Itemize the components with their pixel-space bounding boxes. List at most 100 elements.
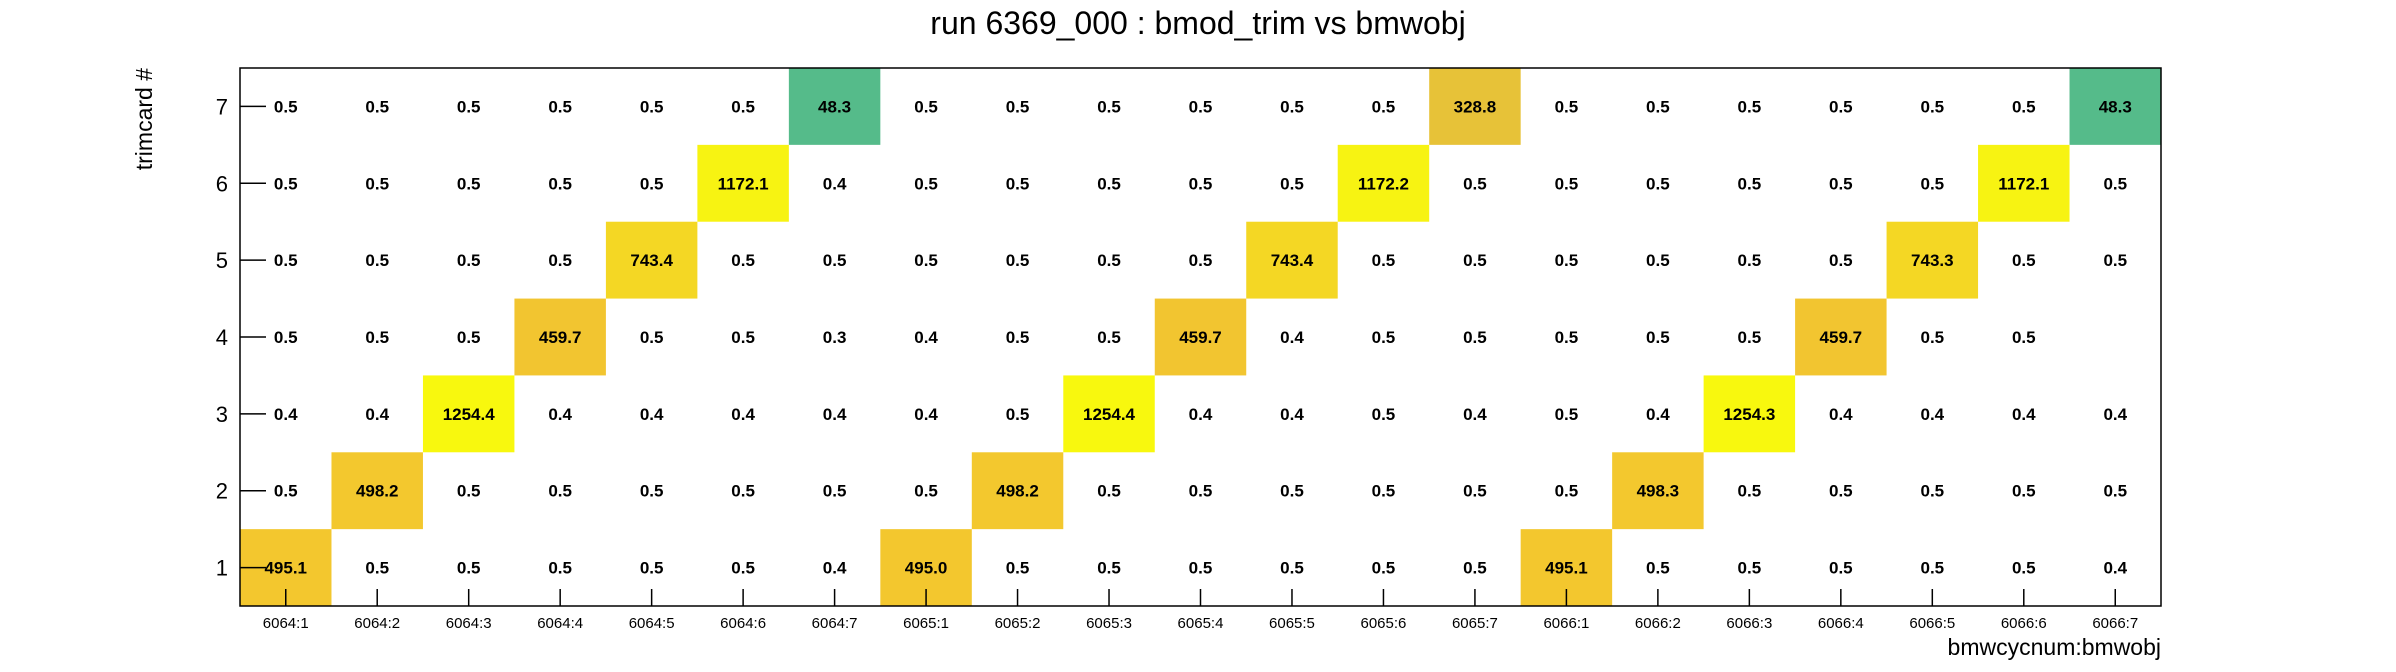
cell-value-label: 0.4 bbox=[823, 405, 847, 424]
heatmap-cell bbox=[1063, 375, 1155, 453]
cell-value-label: 0.5 bbox=[640, 328, 664, 347]
cell-value-label: 0.5 bbox=[731, 97, 755, 116]
heatmap-cell bbox=[1154, 298, 1247, 376]
y-tick-label: 2 bbox=[216, 479, 228, 504]
cell-value-label: 0.5 bbox=[1920, 97, 1944, 116]
cell-value-label: 0.4 bbox=[2012, 405, 2036, 424]
cell-value-label: 0.5 bbox=[1555, 97, 1579, 116]
heatmap-cell bbox=[1795, 298, 1887, 376]
heatmap-cell bbox=[697, 144, 789, 222]
cell-value-label: 48.3 bbox=[818, 97, 851, 116]
cell-value-label: 0.5 bbox=[1463, 174, 1487, 193]
cell-value-label: 0.5 bbox=[1372, 97, 1396, 116]
cell-value-label: 0.5 bbox=[1920, 328, 1944, 347]
y-tick-label: 3 bbox=[216, 402, 228, 427]
cell-value-label: 1254.3 bbox=[1723, 405, 1775, 424]
heatmap-cell bbox=[514, 298, 606, 376]
cell-value-label: 0.5 bbox=[548, 251, 572, 270]
cell-value-label: 0.5 bbox=[731, 482, 755, 501]
cell-value-label: 0.5 bbox=[1006, 328, 1030, 347]
cell-value-label: 0.5 bbox=[914, 482, 938, 501]
x-tick-label: 6065:1 bbox=[903, 615, 949, 632]
cell-value-label: 0.5 bbox=[1463, 328, 1487, 347]
cell-value-label: 459.7 bbox=[1820, 328, 1863, 347]
cell-value-label: 0.5 bbox=[274, 328, 298, 347]
cell-value-label: 0.5 bbox=[2012, 559, 2036, 578]
heatmap-cell bbox=[2069, 68, 2161, 145]
x-tick-label: 6066:7 bbox=[2092, 615, 2138, 632]
cell-value-label: 0.5 bbox=[1372, 559, 1396, 578]
cell-value-label: 0.5 bbox=[1738, 559, 1762, 578]
cell-value-label: 0.4 bbox=[914, 328, 938, 347]
heatmap-cells bbox=[240, 68, 2161, 606]
cell-value-label: 495.1 bbox=[1545, 559, 1588, 578]
heatmap-cell bbox=[1246, 221, 1338, 299]
cell-value-label: 0.5 bbox=[2103, 482, 2127, 501]
cell-value-label: 1254.4 bbox=[443, 405, 496, 424]
cell-value-label: 0.5 bbox=[365, 559, 389, 578]
y-tick-label: 7 bbox=[216, 94, 228, 119]
cell-value-label: 0.5 bbox=[1829, 97, 1853, 116]
cell-value-label: 0.5 bbox=[365, 251, 389, 270]
x-tick-label: 6065:4 bbox=[1178, 615, 1224, 632]
y-tick-label: 6 bbox=[216, 171, 228, 196]
y-tick-label: 1 bbox=[216, 556, 228, 581]
cell-value-label: 0.5 bbox=[1555, 328, 1579, 347]
x-tick-label: 6066:6 bbox=[2001, 615, 2047, 632]
cell-value-label: 0.5 bbox=[823, 251, 847, 270]
cell-value-label: 0.5 bbox=[1097, 559, 1121, 578]
cell-value-label: 0.5 bbox=[365, 328, 389, 347]
cell-value-label: 0.5 bbox=[1463, 482, 1487, 501]
cell-value-label: 0.5 bbox=[1646, 559, 1670, 578]
cell-value-label: 0.5 bbox=[1097, 174, 1121, 193]
y-axis-title: trimcard # bbox=[131, 68, 157, 170]
cell-value-label: 0.5 bbox=[274, 97, 298, 116]
cell-value-label: 0.5 bbox=[457, 482, 481, 501]
cell-value-label: 0.5 bbox=[274, 251, 298, 270]
cell-value-label: 0.5 bbox=[1829, 251, 1853, 270]
cell-value-label: 0.5 bbox=[1738, 482, 1762, 501]
cell-value-label: 0.4 bbox=[1280, 328, 1304, 347]
axis-ticks: 1 2 3 4 5 6 7 6064:1 6064:2 6064:3 6064:4 6064:5 606… bbox=[216, 94, 2138, 632]
x-tick-label: 6064:3 bbox=[446, 615, 492, 632]
cell-value-label: 0.4 bbox=[1280, 405, 1304, 424]
x-axis-title: bmwcycnum:bmwobj bbox=[1948, 634, 2161, 660]
cell-value-label: 0.4 bbox=[640, 405, 664, 424]
cell-value-label: 0.5 bbox=[823, 482, 847, 501]
heatmap-cell bbox=[605, 221, 698, 299]
cell-value-label: 0.5 bbox=[1372, 482, 1396, 501]
cell-value-label: 0.5 bbox=[2012, 328, 2036, 347]
cell-value-label: 0.5 bbox=[1189, 97, 1213, 116]
heatmap-cell bbox=[422, 375, 515, 453]
cell-value-label: 0.4 bbox=[1829, 405, 1853, 424]
x-tick-label: 6064:7 bbox=[812, 615, 858, 632]
cell-value-label: 0.5 bbox=[1920, 559, 1944, 578]
cell-value-label: 0.5 bbox=[548, 174, 572, 193]
cell-value-label: 0.5 bbox=[365, 174, 389, 193]
cell-value-label: 743.4 bbox=[1271, 251, 1314, 270]
cell-value-label: 0.5 bbox=[1920, 482, 1944, 501]
cell-value-label: 0.5 bbox=[914, 251, 938, 270]
cell-value-label: 0.5 bbox=[1280, 97, 1304, 116]
cell-value-label: 0.4 bbox=[914, 405, 938, 424]
cell-value-label: 0.5 bbox=[1920, 174, 1944, 193]
cell-value-label: 0.5 bbox=[1646, 328, 1670, 347]
cell-value-label: 498.2 bbox=[356, 482, 399, 501]
cell-value-label: 0.5 bbox=[1829, 482, 1853, 501]
cell-value-label: 0.5 bbox=[1555, 482, 1579, 501]
cell-value-label: 1254.4 bbox=[1083, 405, 1136, 424]
x-tick-label: 6065:6 bbox=[1361, 615, 1407, 632]
heatmap-cell bbox=[1703, 375, 1796, 453]
cell-value-label: 1172.1 bbox=[1998, 174, 2049, 193]
x-tick-label: 6064:5 bbox=[629, 615, 675, 632]
cell-value-label: 0.5 bbox=[1829, 559, 1853, 578]
cell-value-label: 0.5 bbox=[1280, 174, 1304, 193]
cell-value-label: 0.5 bbox=[1646, 251, 1670, 270]
cell-value-label: 0.5 bbox=[1097, 482, 1121, 501]
cell-value-label: 0.5 bbox=[1463, 251, 1487, 270]
cell-value-label: 0.5 bbox=[1555, 174, 1579, 193]
cell-value-label: 0.5 bbox=[1006, 559, 1030, 578]
cell-value-label: 0.4 bbox=[548, 405, 572, 424]
cell-value-label: 0.5 bbox=[1189, 174, 1213, 193]
cell-value-label: 0.5 bbox=[548, 482, 572, 501]
